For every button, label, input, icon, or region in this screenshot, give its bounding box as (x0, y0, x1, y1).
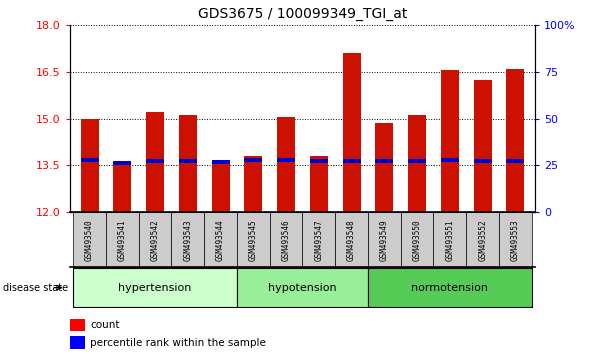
Bar (113, 161, 131, 165)
Bar (244, 156, 263, 212)
FancyBboxPatch shape (335, 212, 368, 267)
Bar (310, 159, 328, 163)
FancyBboxPatch shape (73, 268, 237, 307)
FancyBboxPatch shape (139, 212, 171, 267)
FancyBboxPatch shape (106, 212, 139, 267)
FancyBboxPatch shape (499, 212, 532, 267)
Text: GSM493547: GSM493547 (314, 219, 323, 261)
Text: GSM493541: GSM493541 (118, 219, 127, 261)
Text: GSM493548: GSM493548 (347, 219, 356, 261)
Bar (342, 159, 361, 163)
Bar (70, 336, 85, 349)
FancyBboxPatch shape (434, 212, 466, 267)
Bar (113, 162, 131, 212)
Bar (474, 80, 492, 212)
Bar (70, 319, 85, 331)
Text: GSM493552: GSM493552 (478, 219, 487, 261)
Text: hypotension: hypotension (268, 282, 337, 293)
Text: GSM493543: GSM493543 (184, 219, 192, 261)
FancyBboxPatch shape (204, 212, 237, 267)
Bar (81, 158, 98, 162)
Bar (310, 156, 328, 212)
Text: percentile rank within the sample: percentile rank within the sample (91, 338, 266, 348)
FancyBboxPatch shape (171, 212, 204, 267)
Text: GSM493553: GSM493553 (511, 219, 520, 261)
Text: GSM493540: GSM493540 (85, 219, 94, 261)
Bar (146, 159, 164, 163)
Bar (146, 112, 164, 212)
Bar (375, 159, 393, 163)
Title: GDS3675 / 100099349_TGI_at: GDS3675 / 100099349_TGI_at (198, 7, 407, 21)
FancyBboxPatch shape (302, 212, 335, 267)
Bar (244, 158, 263, 162)
Text: disease state: disease state (3, 282, 68, 293)
Bar (506, 159, 524, 163)
Bar (441, 158, 459, 162)
Text: GSM493545: GSM493545 (249, 219, 258, 261)
Text: GSM493544: GSM493544 (216, 219, 225, 261)
Text: GSM493550: GSM493550 (413, 219, 421, 261)
FancyBboxPatch shape (270, 212, 302, 267)
Bar (277, 158, 295, 162)
Bar (408, 159, 426, 163)
Text: normotension: normotension (412, 282, 488, 293)
Bar (506, 69, 524, 212)
Bar (408, 115, 426, 212)
Bar (179, 159, 197, 163)
FancyBboxPatch shape (368, 212, 401, 267)
Text: GSM493542: GSM493542 (151, 219, 159, 261)
Bar (277, 117, 295, 212)
FancyBboxPatch shape (237, 268, 368, 307)
Text: GSM493551: GSM493551 (446, 219, 454, 261)
FancyBboxPatch shape (73, 212, 106, 267)
FancyBboxPatch shape (368, 268, 532, 307)
Bar (342, 53, 361, 212)
Bar (212, 162, 230, 212)
FancyBboxPatch shape (237, 212, 270, 267)
FancyBboxPatch shape (466, 212, 499, 267)
Bar (179, 115, 197, 212)
Text: GSM493546: GSM493546 (282, 219, 291, 261)
Text: hypertension: hypertension (119, 282, 192, 293)
Bar (474, 159, 492, 163)
Bar (441, 70, 459, 212)
Bar (375, 122, 393, 212)
Text: GSM493549: GSM493549 (380, 219, 389, 261)
FancyBboxPatch shape (401, 212, 434, 267)
Text: count: count (91, 320, 120, 330)
Bar (212, 160, 230, 164)
Bar (81, 119, 98, 212)
